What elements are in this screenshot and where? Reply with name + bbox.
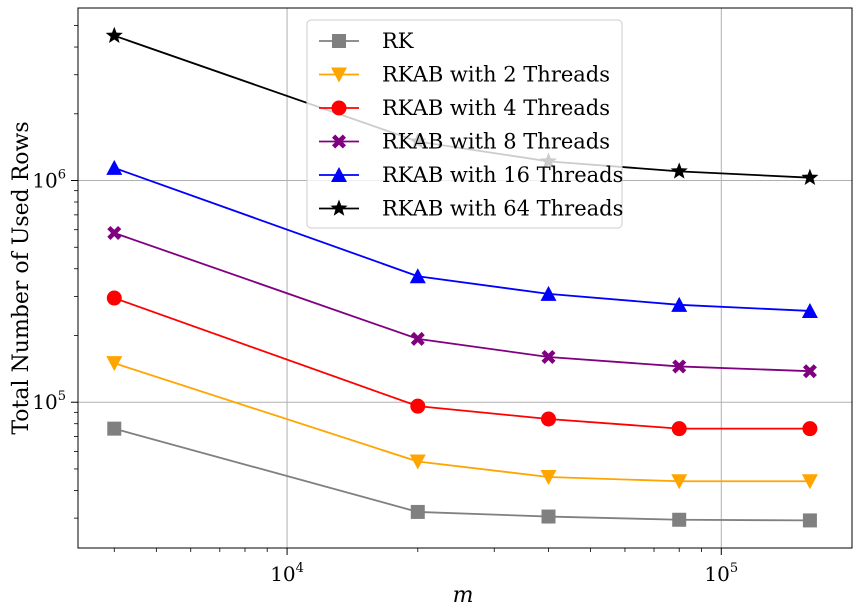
legend-item: RKAB with 16 Threads: [319, 163, 623, 187]
legend-item: RKAB with 64 Threads: [319, 197, 623, 221]
legend-marker: [331, 167, 347, 182]
legend-label: RKAB with 64 Threads: [382, 197, 623, 221]
x-tick-label: 105: [704, 561, 738, 586]
data-point: [107, 421, 122, 436]
data-point: [410, 398, 426, 414]
legend-label: RKAB with 8 Threads: [382, 130, 610, 154]
data-point: [671, 421, 687, 437]
data-point: [540, 469, 557, 485]
plot-frame: [77, 7, 853, 549]
data-point: [106, 159, 123, 175]
data-point: [671, 296, 688, 312]
data-point: [409, 454, 426, 470]
y-axis-label: Total Number of Used Rows: [9, 121, 34, 434]
data-point: [672, 512, 687, 527]
data-point: [541, 509, 556, 524]
data-point: [671, 474, 688, 490]
data-point: [409, 268, 426, 284]
x-tick-label: 104: [270, 561, 304, 586]
series-2: [106, 356, 818, 490]
data-point: [672, 359, 687, 374]
data-point: [801, 474, 818, 490]
data-point: [410, 504, 425, 519]
legend-marker: [330, 199, 348, 216]
legend-marker: [331, 67, 347, 83]
series-1: [107, 421, 817, 528]
data-point: [106, 356, 123, 372]
series-4: [107, 225, 817, 379]
data-point: [106, 290, 122, 306]
legend-label: RKAB with 4 Threads: [382, 96, 610, 120]
x-axis-label: m: [453, 583, 474, 608]
legend-item: RK: [319, 29, 414, 53]
y-tick-label: 105: [32, 389, 66, 414]
data-point: [540, 411, 556, 427]
data-point: [802, 421, 818, 437]
legend-marker: [332, 34, 346, 48]
legend-label: RK: [382, 29, 414, 53]
legend-item: RKAB with 8 Threads: [319, 130, 610, 154]
data-point: [410, 331, 425, 346]
series-5: [106, 159, 818, 318]
legend-label: RKAB with 16 Threads: [382, 163, 623, 187]
legend-item: RKAB with 4 Threads: [319, 96, 610, 120]
data-point: [670, 162, 688, 179]
legend-marker: [331, 100, 347, 116]
series-3: [106, 290, 818, 437]
y-tick-label: 106: [32, 168, 66, 193]
data-point: [801, 168, 819, 185]
data-point: [802, 364, 817, 379]
data-point: [107, 225, 122, 240]
data-point: [105, 26, 123, 43]
tick-layer: 104 105 105 106: [32, 25, 738, 586]
data-point: [802, 513, 817, 528]
legend-label: RKAB with 2 Threads: [382, 63, 610, 87]
legend-item: RKAB with 2 Threads: [319, 63, 610, 87]
legend-box: [306, 19, 623, 229]
data-point: [801, 302, 818, 318]
data-point: [540, 285, 557, 301]
data-point: [541, 349, 556, 364]
legend: RK RKAB with 2 Threads RKAB with 4 Threads…: [306, 19, 623, 229]
legend-marker: [332, 134, 346, 149]
